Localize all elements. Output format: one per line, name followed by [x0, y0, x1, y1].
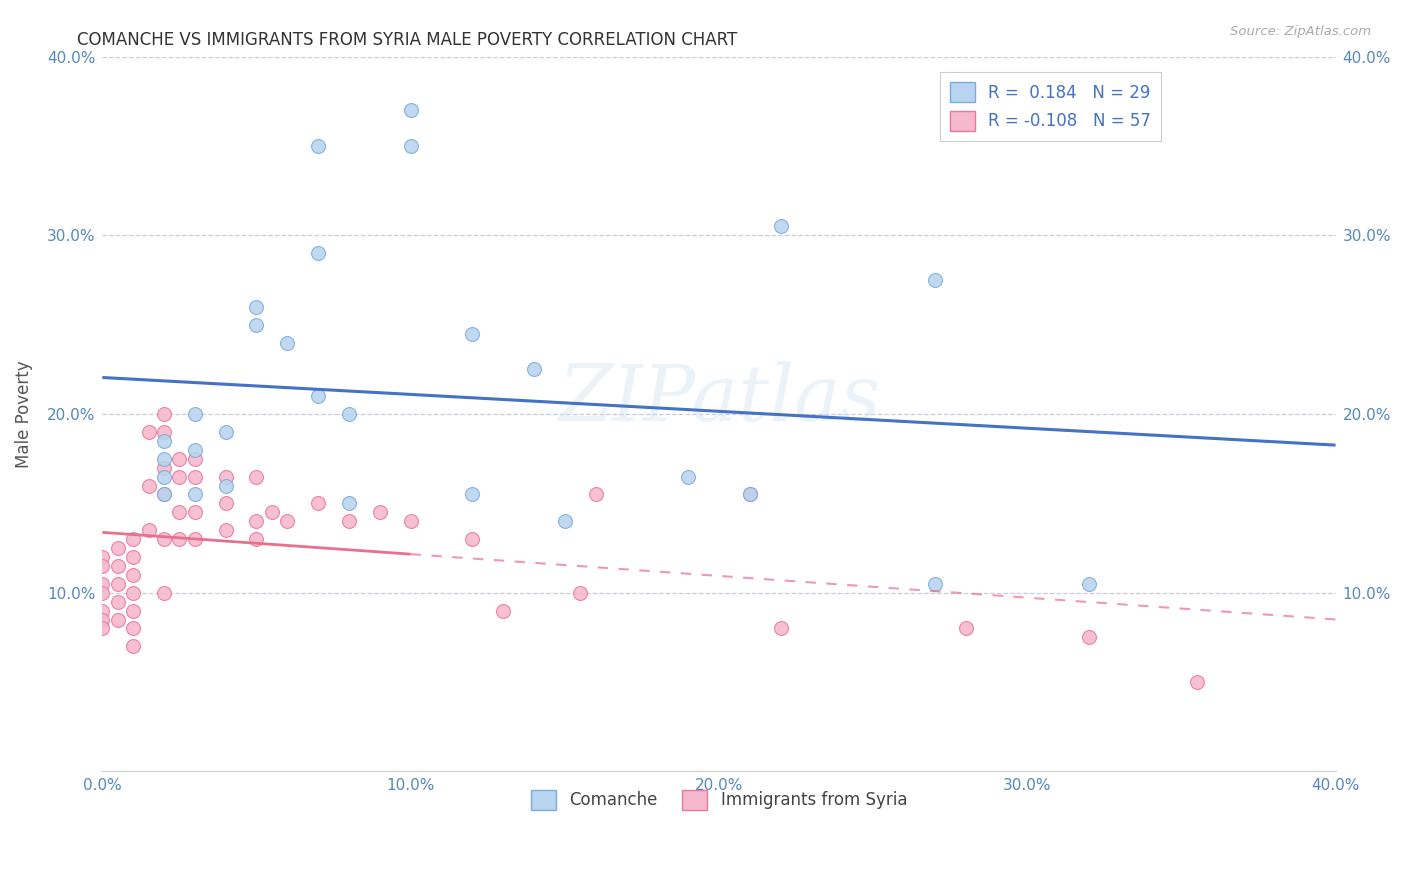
Point	[91, 549, 114, 564]
Point	[924, 273, 946, 287]
Point	[153, 451, 176, 466]
Point	[214, 469, 236, 483]
Point	[91, 558, 114, 573]
Point	[523, 362, 546, 376]
Point	[138, 523, 160, 537]
Point	[554, 514, 576, 528]
Point	[924, 576, 946, 591]
Point	[461, 487, 484, 501]
Point	[107, 594, 129, 608]
Point	[399, 514, 422, 528]
Point	[337, 407, 360, 421]
Y-axis label: Male Poverty: Male Poverty	[15, 360, 32, 467]
Point	[1077, 576, 1099, 591]
Point	[184, 469, 207, 483]
Point	[169, 451, 191, 466]
Point	[738, 487, 761, 501]
Point	[214, 523, 236, 537]
Point	[153, 460, 176, 475]
Point	[769, 219, 792, 234]
Point	[307, 496, 329, 510]
Point	[138, 478, 160, 492]
Point	[184, 407, 207, 421]
Point	[1185, 675, 1208, 690]
Point	[153, 487, 176, 501]
Point	[122, 640, 145, 654]
Point	[107, 558, 129, 573]
Point	[184, 487, 207, 501]
Point	[245, 532, 267, 546]
Point	[399, 139, 422, 153]
Point	[337, 496, 360, 510]
Point	[107, 541, 129, 555]
Point	[169, 505, 191, 519]
Point	[260, 505, 283, 519]
Point	[169, 469, 191, 483]
Point	[399, 103, 422, 118]
Point	[91, 576, 114, 591]
Point	[245, 300, 267, 314]
Text: COMANCHE VS IMMIGRANTS FROM SYRIA MALE POVERTY CORRELATION CHART: COMANCHE VS IMMIGRANTS FROM SYRIA MALE P…	[77, 31, 738, 49]
Point	[122, 549, 145, 564]
Point	[676, 469, 699, 483]
Point	[184, 451, 207, 466]
Point	[1077, 631, 1099, 645]
Point	[214, 425, 236, 439]
Point	[122, 585, 145, 599]
Point	[153, 425, 176, 439]
Point	[138, 425, 160, 439]
Point	[245, 318, 267, 332]
Point	[153, 434, 176, 448]
Point	[337, 514, 360, 528]
Point	[214, 496, 236, 510]
Point	[91, 613, 114, 627]
Text: ZIPatlas: ZIPatlas	[558, 361, 880, 438]
Point	[122, 532, 145, 546]
Point	[107, 576, 129, 591]
Legend: Comanche, Immigrants from Syria: Comanche, Immigrants from Syria	[524, 783, 914, 817]
Point	[492, 603, 515, 617]
Point	[184, 505, 207, 519]
Point	[307, 246, 329, 260]
Point	[184, 442, 207, 457]
Point	[214, 478, 236, 492]
Point	[91, 603, 114, 617]
Point	[307, 389, 329, 403]
Point	[245, 514, 267, 528]
Point	[153, 407, 176, 421]
Point	[91, 622, 114, 636]
Point	[153, 469, 176, 483]
Point	[184, 532, 207, 546]
Point	[245, 469, 267, 483]
Point	[169, 532, 191, 546]
Point	[276, 335, 298, 350]
Point	[461, 326, 484, 341]
Point	[769, 622, 792, 636]
Point	[955, 622, 977, 636]
Point	[585, 487, 607, 501]
Point	[276, 514, 298, 528]
Text: Source: ZipAtlas.com: Source: ZipAtlas.com	[1230, 25, 1371, 38]
Point	[122, 622, 145, 636]
Point	[153, 585, 176, 599]
Point	[107, 613, 129, 627]
Point	[569, 585, 592, 599]
Point	[461, 532, 484, 546]
Point	[738, 487, 761, 501]
Point	[122, 603, 145, 617]
Point	[153, 487, 176, 501]
Point	[153, 532, 176, 546]
Point	[307, 139, 329, 153]
Point	[368, 505, 391, 519]
Point	[91, 585, 114, 599]
Point	[122, 567, 145, 582]
